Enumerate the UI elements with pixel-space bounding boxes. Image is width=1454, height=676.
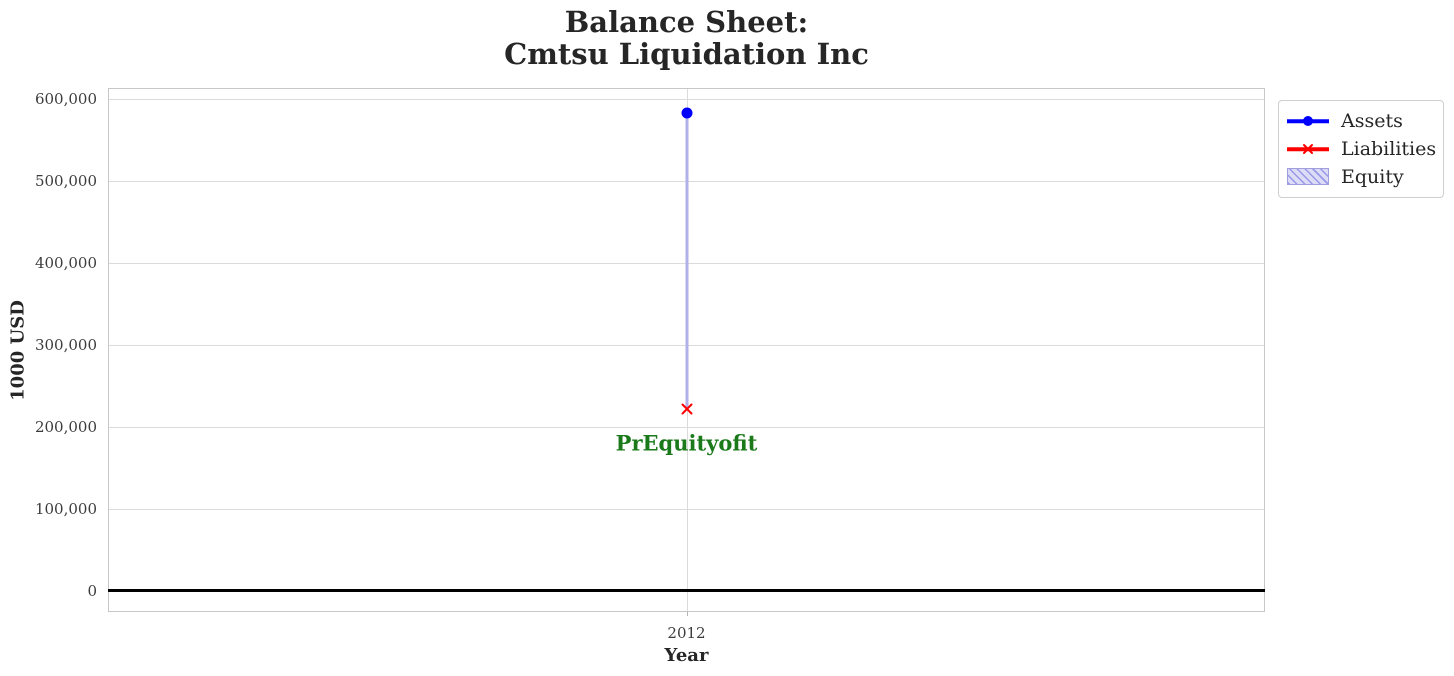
chart-title: Balance Sheet: Cmtsu Liquidation Inc <box>504 5 869 72</box>
y-tick-label: 400,000 <box>34 253 97 272</box>
liabilities-line-icon <box>1287 140 1329 158</box>
assets-dot-icon <box>1303 116 1313 126</box>
x-axis-label: Year <box>664 645 709 666</box>
x-marker-icon <box>1302 143 1314 155</box>
legend-label-equity: Equity <box>1341 165 1404 188</box>
legend-label-assets: Assets <box>1341 109 1403 132</box>
assets-marker <box>681 107 692 119</box>
liabilities-marker <box>680 403 693 416</box>
equity-patch <box>1287 168 1329 185</box>
legend-item-equity: Equity <box>1287 163 1435 191</box>
assets-line-icon <box>1287 112 1329 130</box>
y-tick-label: 500,000 <box>34 171 97 190</box>
x-tick-label: 2012 <box>667 624 706 642</box>
y-axis-label: 1000 USD <box>7 300 29 401</box>
zero-baseline <box>108 589 1265 592</box>
equity-annotation: PrEquityofit <box>615 430 758 456</box>
x-tick-mark <box>686 612 688 616</box>
legend-item-liabilities: Liabilities <box>1287 135 1437 163</box>
legend-item-assets: Assets <box>1287 107 1435 135</box>
equity-bar <box>685 113 688 410</box>
y-tick-label: 300,000 <box>34 335 97 354</box>
equity-hatch-icon <box>1287 168 1329 186</box>
y-tick-label: 600,000 <box>34 89 97 108</box>
y-tick-label: 200,000 <box>34 417 97 436</box>
y-tick-label: 0 <box>87 581 97 600</box>
legend-label-liabilities: Liabilities <box>1341 137 1437 160</box>
y-tick-label: 100,000 <box>34 499 97 518</box>
legend: Assets Liabilities Equity <box>1278 100 1444 198</box>
